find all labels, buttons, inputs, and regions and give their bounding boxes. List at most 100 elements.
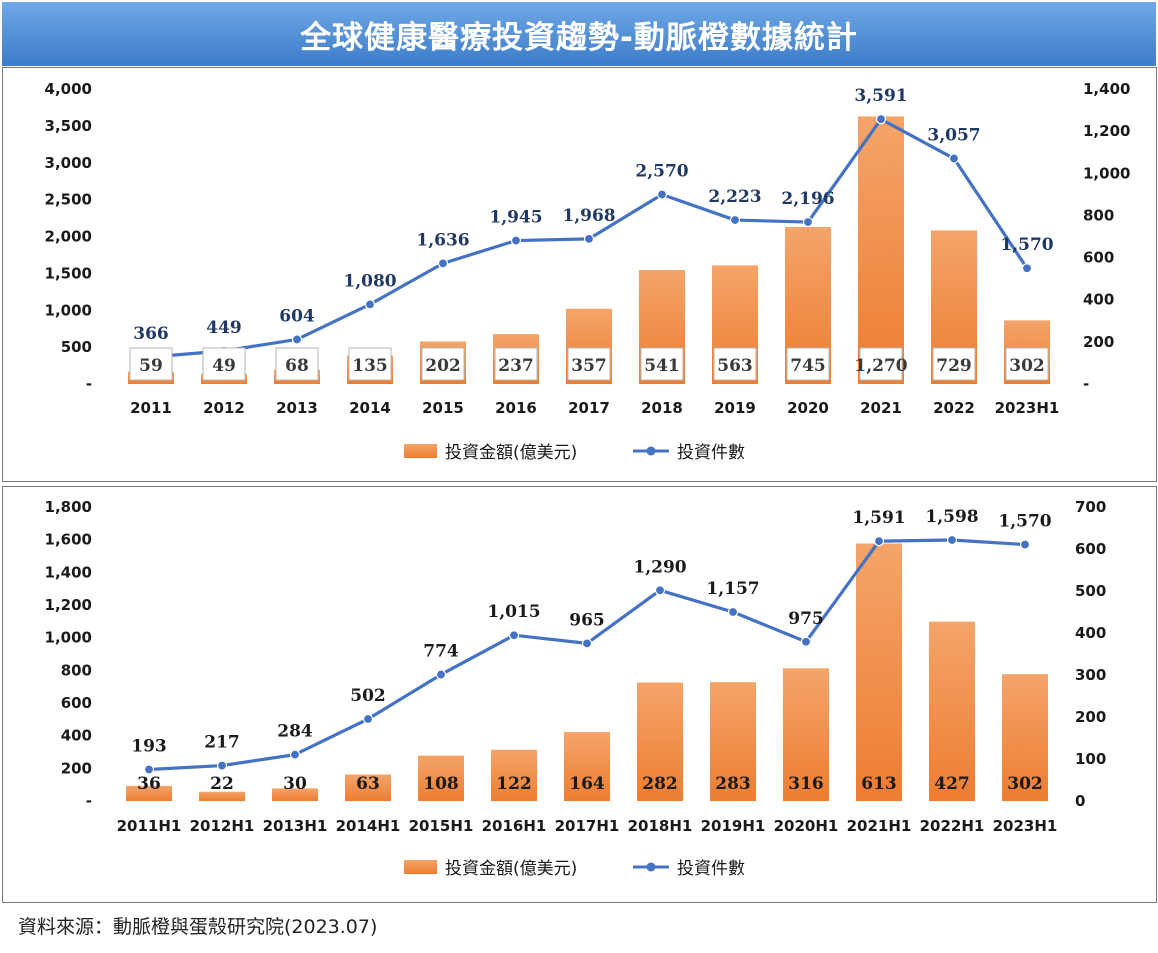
left-axis-tick: 800: [61, 661, 92, 679]
left-axis-tick: 500: [61, 338, 92, 356]
bar-value-label: 282: [642, 774, 678, 794]
count-value-label: 3,591: [854, 86, 907, 106]
category-label: 2017H1: [555, 817, 620, 835]
count-value-label: 774: [423, 642, 459, 662]
right-axis-tick: 400: [1083, 291, 1114, 309]
chart-annual: - 500 1,000 1,500 2,000 2,500 3,000 3,500 4,000 -…: [45, 80, 1131, 463]
category-label: 2023H1: [995, 399, 1060, 417]
count-point: [1021, 263, 1033, 274]
count-value-label: 1,945: [489, 208, 542, 228]
category-label: 2017: [568, 399, 610, 417]
count-value-label: 1,015: [487, 602, 540, 622]
bar-value-box: [494, 347, 538, 381]
count-point: [727, 606, 739, 618]
count-value-label: 2,570: [635, 161, 688, 181]
left-axis-tick: 600: [61, 694, 92, 712]
right-axis-tick: 300: [1075, 666, 1106, 684]
bar-value-label: 108: [423, 774, 459, 794]
bar-value-label: 541: [644, 356, 680, 376]
bar: [199, 791, 245, 801]
category-label: 2013: [276, 399, 318, 417]
category-label: 2012: [203, 399, 245, 417]
category-label: 2014H1: [336, 817, 401, 835]
bar-value-label: 1,270: [854, 356, 907, 376]
count-value-label: 1,570: [1000, 235, 1053, 255]
count-point: [654, 585, 666, 596]
legend-line-label: 投資件數: [677, 859, 745, 879]
left-axis-tick: 4,000: [45, 80, 92, 98]
count-value-label: 1,598: [925, 507, 978, 527]
bar-value-box: [932, 347, 976, 381]
right-axis-tick: 100: [1075, 750, 1106, 768]
left-axis-tick: 200: [61, 759, 92, 777]
count-point: [656, 189, 668, 200]
count-point: [216, 760, 228, 771]
bar-value-box: [348, 347, 392, 381]
right-axis-tick: 400: [1075, 624, 1106, 642]
category-label: 2015H1: [409, 817, 474, 835]
count-value-label: 604: [279, 306, 315, 326]
category-label: 2018: [641, 399, 683, 417]
bar-value-label: 613: [861, 774, 897, 794]
legend-line-marker: [646, 446, 656, 456]
bar: [1002, 674, 1048, 801]
bar-value-label: 164: [569, 774, 605, 794]
bar-value-label: 745: [790, 356, 826, 376]
category-label: 2012H1: [190, 817, 255, 835]
bar: [929, 621, 975, 801]
category-label: 2014: [349, 399, 391, 417]
bar: [491, 749, 537, 801]
left-axis-tick: -: [86, 375, 92, 393]
bar: [345, 774, 391, 801]
count-value-label: 1,080: [343, 271, 396, 291]
bar-value-label: 427: [934, 774, 970, 794]
count-value-label: 1,290: [633, 557, 686, 577]
bar-value-label: 283: [715, 774, 751, 794]
category-label: 2016: [495, 399, 537, 417]
count-value-label: 366: [133, 324, 169, 344]
bar: [126, 785, 172, 801]
bar-value-label: 302: [1007, 774, 1043, 794]
category-label: 2019: [714, 399, 756, 417]
count-point: [873, 536, 885, 547]
category-label: 2023H1: [993, 817, 1058, 835]
category-label: 2019H1: [701, 817, 766, 835]
count-point: [800, 636, 812, 647]
chart-half-year: - 200 400 600 800 1,000 1,200 1,400 1,600 1,800 0 1…: [45, 498, 1107, 879]
left-axis-tick: -: [86, 792, 92, 810]
bar-value-label: 36: [137, 774, 161, 794]
count-value-label: 1,591: [852, 508, 905, 528]
bar-value-box: [1005, 347, 1049, 381]
left-axis-tick: 2,000: [45, 228, 92, 246]
left-axis-tick: 3,000: [45, 154, 92, 172]
bar-value-box: [786, 347, 830, 381]
right-axis-tick: 700: [1075, 498, 1106, 516]
bar-value-box: [859, 347, 903, 381]
count-value-label: 193: [131, 736, 167, 756]
count-value-label: 1,570: [998, 512, 1051, 532]
bar-value-box: [640, 347, 684, 381]
bar-value-label: 122: [496, 774, 532, 794]
bar-value-label: 316: [788, 774, 824, 794]
left-axis-tick: 1,800: [45, 498, 92, 516]
chart-panel-annual: - 500 1,000 1,500 2,000 2,500 3,000 3,500 4,000 -…: [2, 67, 1157, 482]
count-point: [510, 235, 522, 246]
bar-value-box: [421, 347, 465, 381]
bar-value-box: [275, 347, 319, 381]
count-point: [948, 153, 960, 164]
left-axis-tick: 1,600: [45, 531, 92, 549]
left-axis-tick: 1,500: [45, 264, 92, 282]
count-point: [362, 713, 374, 725]
right-axis-tick: 1,400: [1083, 80, 1130, 98]
count-point: [291, 334, 303, 345]
count-value-label: 2,223: [708, 187, 761, 207]
bar-value-box: [202, 347, 246, 381]
count-value-label: 2,196: [781, 189, 834, 209]
count-point: [946, 534, 958, 546]
bar: [858, 116, 904, 384]
title-banner: 全球健康醫療投資趨勢-動脈橙數據統計: [2, 2, 1156, 66]
legend-bar-swatch: [404, 860, 437, 874]
category-label: 2020: [787, 399, 829, 417]
bar-value-box: [713, 347, 757, 381]
count-point: [802, 216, 814, 228]
